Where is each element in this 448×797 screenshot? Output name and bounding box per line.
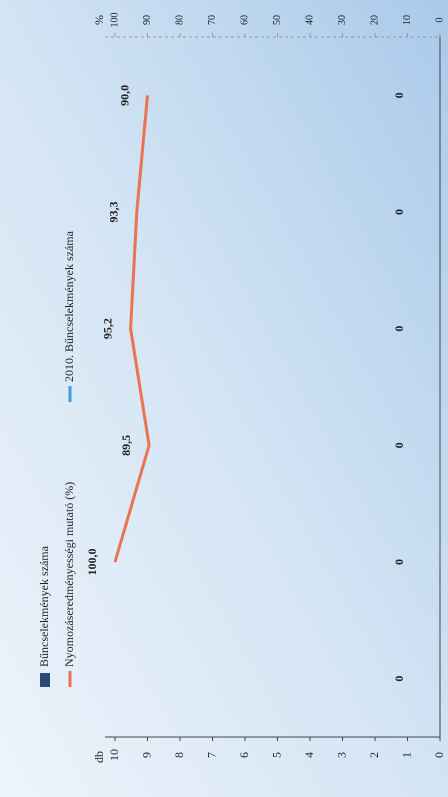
y2-tick-label: 100 bbox=[109, 13, 120, 28]
y2-tick-label: 40 bbox=[304, 15, 315, 25]
y-tick-label: 2 bbox=[367, 752, 381, 758]
legend-label: Bűncselekmények száma bbox=[37, 545, 51, 667]
line-value-label: 93,3 bbox=[107, 202, 121, 223]
bar-value-label: 0 bbox=[392, 92, 406, 98]
bar-value-label: 0 bbox=[392, 209, 406, 215]
y2-tick-label: 50 bbox=[272, 15, 283, 25]
y2-axis-label: % bbox=[92, 15, 106, 25]
line-value-label: 95,2 bbox=[100, 318, 114, 339]
bar-value-label: 0 bbox=[392, 676, 406, 682]
legend-label: 2010. Bűncselekmények száma bbox=[62, 230, 76, 382]
y2-tick-label: 60 bbox=[239, 15, 250, 25]
y-tick-label: 10 bbox=[107, 749, 121, 761]
y-tick-label: 0 bbox=[432, 752, 446, 758]
bar-value-label: 0 bbox=[392, 326, 406, 332]
y-axis-label: db bbox=[92, 751, 106, 763]
y-tick-label: 5 bbox=[269, 752, 283, 758]
y-tick-label: 3 bbox=[334, 752, 348, 758]
y2-tick-label: 0 bbox=[434, 18, 445, 23]
y-tick-label: 9 bbox=[139, 752, 153, 758]
legend-label: Nyomozáseredményességi mutató (%) bbox=[62, 482, 76, 667]
y-tick-label: 6 bbox=[237, 752, 251, 758]
line-value-label: 89,5 bbox=[119, 435, 133, 456]
y2-tick-label: 30 bbox=[337, 15, 348, 25]
y2-tick-label: 10 bbox=[402, 15, 413, 25]
y2-tick-label: 70 bbox=[207, 15, 218, 25]
y-tick-label: 1 bbox=[399, 752, 413, 758]
line bbox=[113, 95, 151, 563]
bar-value-label: 0 bbox=[392, 559, 406, 565]
y2-tick-label: 20 bbox=[369, 15, 380, 25]
y2-tick-label: 80 bbox=[174, 15, 185, 25]
y2-tick-label: 90 bbox=[142, 15, 153, 25]
y-tick-label: 4 bbox=[302, 752, 316, 758]
legend-swatch bbox=[40, 673, 50, 687]
y-tick-label: 8 bbox=[172, 752, 186, 758]
y-tick-label: 7 bbox=[204, 752, 218, 758]
line-value-label: 90,0 bbox=[117, 85, 131, 106]
bar-value-label: 0 bbox=[392, 442, 406, 448]
line-value-label: 100,0 bbox=[85, 549, 99, 576]
